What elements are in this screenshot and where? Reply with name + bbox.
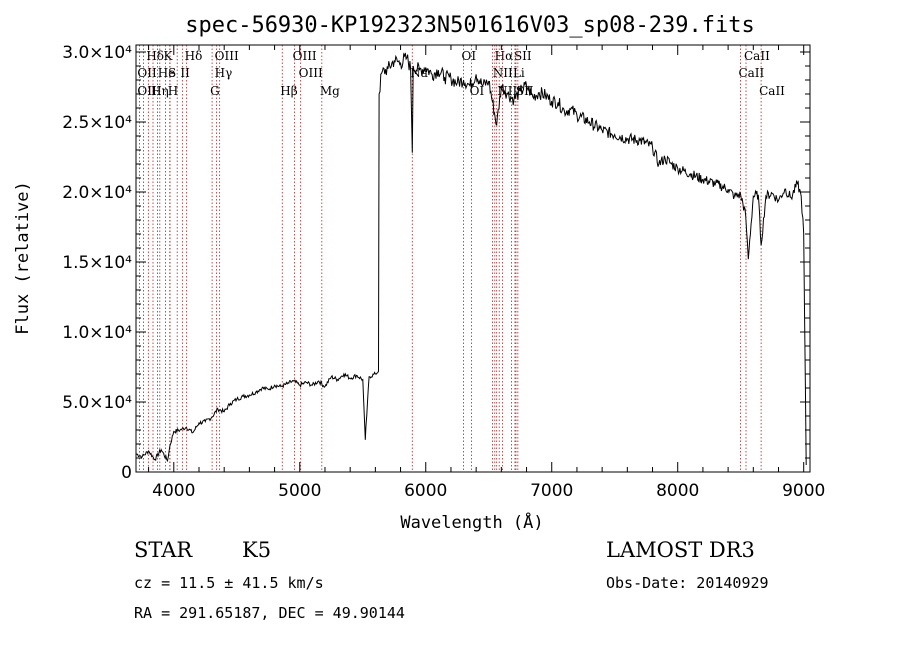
observation-date: Obs-Date: 20140929: [606, 574, 769, 592]
line-label: II: [180, 66, 190, 80]
x-tick-label: 8000: [656, 481, 699, 501]
line-label: CaII: [738, 66, 764, 80]
y-tick-label: 2.0×10⁴: [62, 183, 132, 203]
line-label: K: [163, 49, 173, 63]
x-tick-label: 7000: [530, 481, 573, 501]
line-label: OIII: [299, 66, 323, 80]
plot-axes: [135, 44, 811, 473]
y-tick-label: 5.0×10⁴: [62, 393, 132, 413]
x-tick-label: 5000: [278, 481, 321, 501]
object-subclass: K5: [242, 538, 272, 562]
line-label: Hγ: [215, 66, 233, 80]
x-axis-ticks: 4000 5000 6000 7000 8000 9000: [148, 45, 825, 501]
coordinates: RA = 291.65187, DEC = 49.90144: [134, 604, 405, 622]
line-label: OII: [137, 66, 157, 80]
spectrum-line: [135, 52, 807, 466]
line-label: H: [168, 84, 178, 98]
line-label: OIII: [293, 49, 317, 63]
line-label: Hδ: [185, 49, 203, 63]
line-label: Hδ: [146, 49, 164, 63]
y-axis-ticks: 0 5.0×10⁴ 1.0×10⁴ 1.5×10⁴ 2.0×10⁴ 2.5×10⁴ 3.0×…: [62, 43, 810, 483]
line-label: CaII: [759, 84, 785, 98]
y-tick-label: 3.0×10⁴: [62, 43, 132, 63]
y-tick-label: 2.5×10⁴: [62, 113, 132, 133]
y-tick-label: 1.5×10⁴: [62, 253, 132, 273]
object-class: STAR: [134, 538, 193, 562]
line-label: Hα: [495, 49, 514, 63]
line-label: OIII: [215, 49, 239, 63]
x-tick-label: 4000: [152, 481, 195, 501]
line-label: Hβ: [280, 84, 297, 98]
chart-title: spec-56930-KP192323N501616V03_sp08-239.f…: [185, 13, 755, 38]
line-label: OI: [470, 84, 485, 98]
survey-name: LAMOST DR3: [606, 538, 755, 562]
line-label: CaII: [744, 49, 770, 63]
line-label: OI: [462, 49, 477, 63]
line-label: G: [210, 84, 220, 98]
line-label: S: [168, 66, 176, 80]
line-label: Li: [513, 66, 525, 80]
line-label: Hη: [151, 84, 169, 98]
y-axis-label: Flux (relative): [13, 181, 33, 335]
y-tick-label: 0: [121, 463, 132, 483]
line-label: Mg: [320, 84, 340, 98]
x-tick-label: 9000: [782, 481, 825, 501]
y-tick-label: 1.0×10⁴: [62, 323, 132, 343]
x-axis-label: Wavelength (Å): [400, 511, 543, 533]
redshift-cz: cz = 11.5 ± 41.5 km/s: [134, 574, 324, 592]
line-label: SII: [514, 49, 532, 63]
plot-frame: [135, 44, 811, 473]
spectrum-series: [135, 52, 807, 466]
line-label: He: [158, 66, 176, 80]
x-tick-label: 6000: [404, 481, 447, 501]
